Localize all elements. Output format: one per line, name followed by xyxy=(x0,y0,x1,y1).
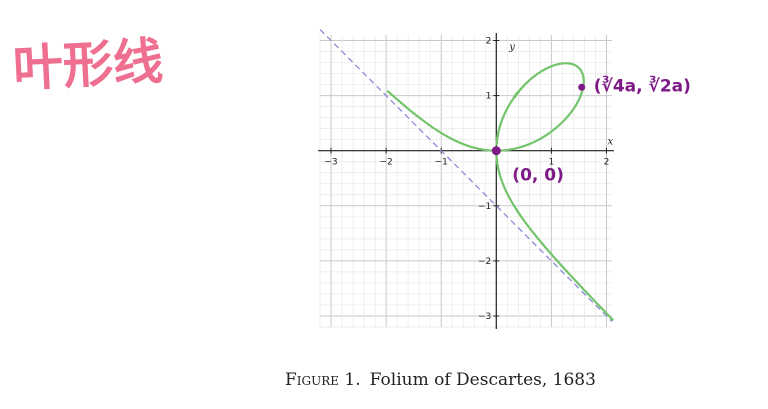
plot-axes xyxy=(318,33,614,329)
y-axis-label: y xyxy=(508,42,515,53)
y-tick-label: −1 xyxy=(478,202,491,212)
x-tick-label: 2 xyxy=(604,158,610,168)
x-axis-label: x xyxy=(607,137,613,148)
caption-prefix: Figure 1. xyxy=(285,370,361,390)
point-annotation: (∛4a, ∛2a) xyxy=(594,75,691,96)
x-tick-label: −3 xyxy=(324,158,337,168)
tick-labels: −3 −2 −1 1 2 2 1 −1 −2 −3 xyxy=(324,37,609,322)
origin-annotation: (0, 0) xyxy=(512,166,564,186)
origin-point xyxy=(491,146,501,156)
folium-curve xyxy=(386,62,615,322)
y-tick-label: −2 xyxy=(478,257,491,267)
x-tick-label: −1 xyxy=(435,158,448,168)
x-tick-label: −2 xyxy=(379,158,392,168)
y-tick-label: 2 xyxy=(486,37,492,47)
y-tick-label: −3 xyxy=(478,312,491,322)
y-tick-label: 1 xyxy=(486,92,492,102)
x-tick-label: 1 xyxy=(549,158,555,168)
caption-text: Folium of Descartes, 1683 xyxy=(370,370,596,390)
handwritten-title: 叶形线 xyxy=(12,32,165,98)
plot-grid xyxy=(319,35,612,328)
asymptote-line xyxy=(319,29,613,322)
special-point xyxy=(578,83,586,91)
figure-caption: Figure 1. Folium of Descartes, 1683 xyxy=(285,370,596,390)
